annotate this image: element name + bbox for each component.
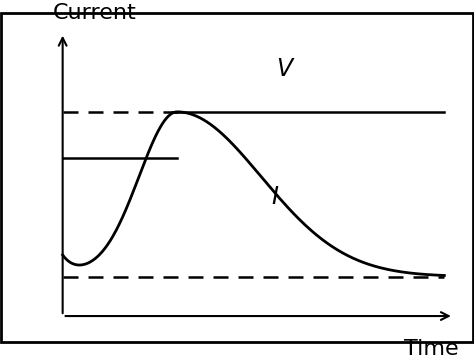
Text: Current: Current xyxy=(53,3,137,23)
Text: I: I xyxy=(271,186,278,209)
Text: V: V xyxy=(276,57,292,81)
Text: Time: Time xyxy=(404,339,458,359)
